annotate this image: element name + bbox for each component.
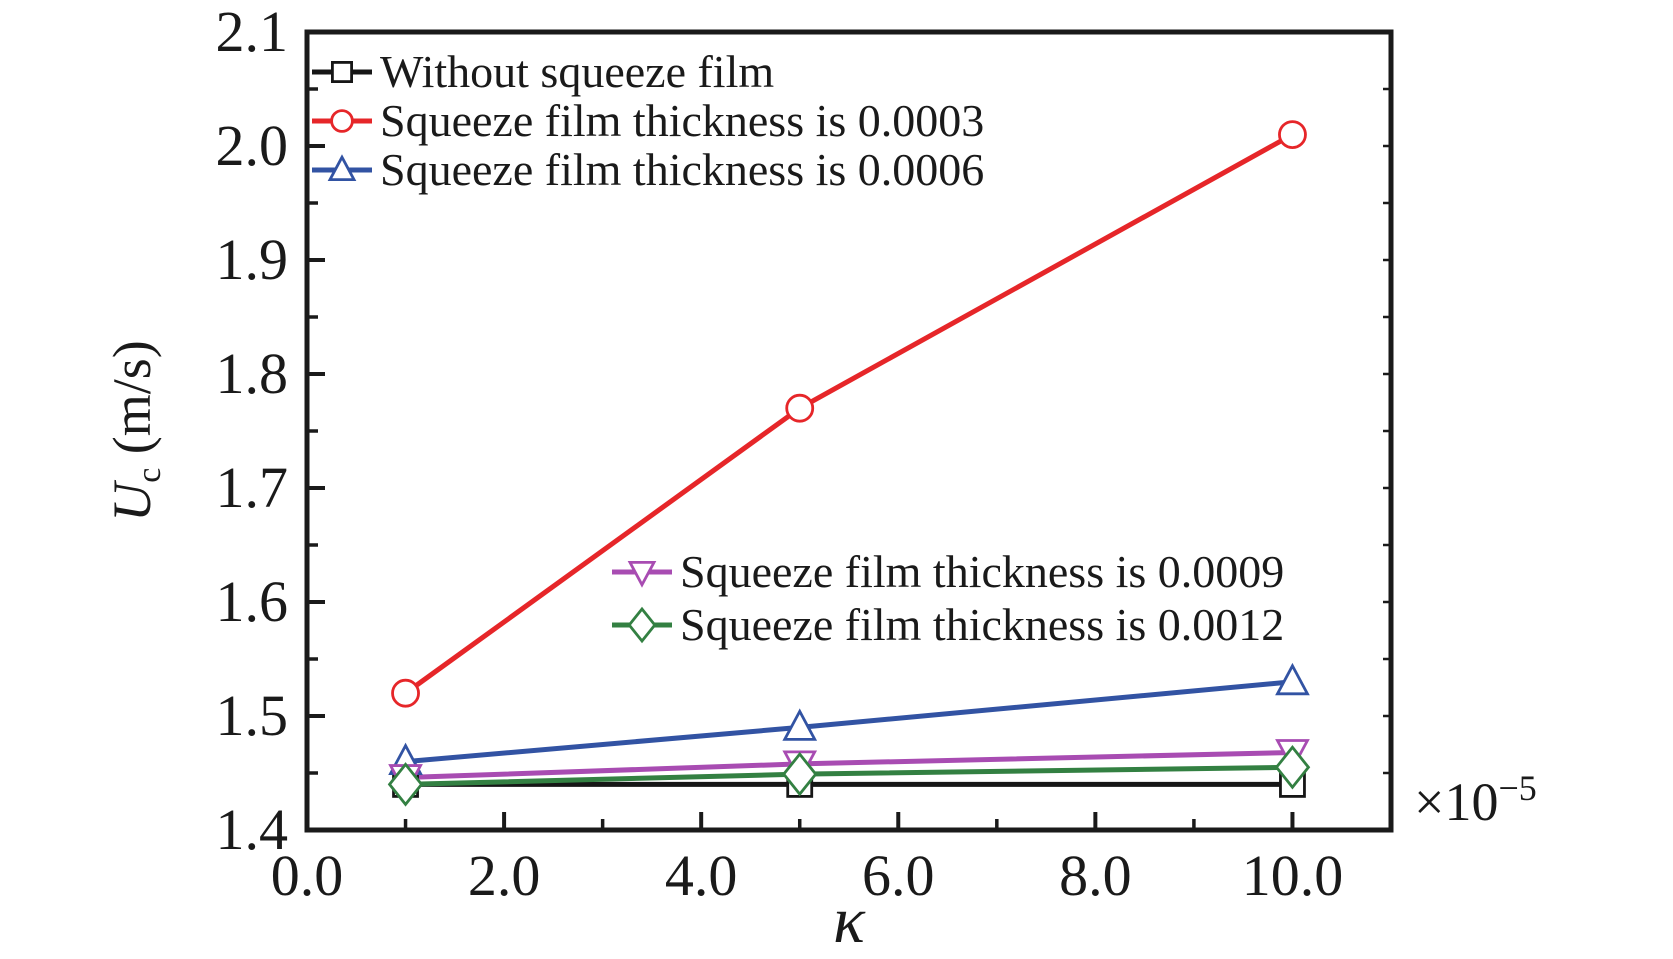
legend-triangle-up-marker-icon [327,154,357,182]
legend-item: Squeeze film thickness is 0.0003 [312,95,984,146]
x-axis-multiplier: ×10−5 [1414,768,1537,832]
series-line-4 [405,764,1293,787]
legend-item: Squeeze film thickness is 0.0009 [612,546,1284,597]
legend-item: Squeeze film thickness is 0.0012 [612,599,1284,650]
plot-area-border [304,29,1394,833]
x-axis-tick-label: 2.0 [468,843,541,908]
data-point-marker-s2-p1 [782,708,818,741]
legend-item-label: Without squeeze film [380,46,774,97]
data-point-marker-s4-p2 [1274,745,1311,790]
series-line-2 [405,679,1293,765]
x-axis-tick-label: 8.0 [1059,843,1132,908]
y-axis-tick-label: 1.5 [216,683,289,748]
data-point-marker-s1-p2 [1278,120,1307,150]
data-point-marker-s1-p1 [785,393,815,423]
legend-block-2: Squeeze film thickness is 0.0009Squeeze … [612,546,1284,650]
x-axis-tick-label: 0.0 [271,843,344,908]
y-axis-tick-label: 1.7 [216,455,289,520]
legend-item: Squeeze film thickness is 0.0006 [312,144,984,195]
legend-diamond-marker-icon [627,606,657,644]
y-axis-tick-label: 2.0 [216,113,289,178]
y-axis-title: Uc (m/s) [102,340,168,522]
legend-item-label: Squeeze film thickness is 0.0003 [380,95,984,146]
legend-item-label: Squeeze film thickness is 0.0012 [680,599,1284,650]
y-axis-tick-label: 1.9 [216,227,289,292]
y-axis-tick-label: 2.1 [216,0,289,64]
data-point-marker-s2-p2 [1275,662,1310,696]
data-point-marker-s1-p0 [391,678,420,708]
y-axis-tick-label: 1.6 [216,569,289,634]
data-point-marker-s4-p0 [387,762,424,807]
y-axis-tick-label: 1.4 [216,797,289,862]
legend-circle-marker-icon [330,109,354,133]
x-axis-tick-label: 4.0 [665,843,738,908]
y-axis-tick-label: 1.8 [216,341,289,406]
data-point-marker-s4-p1 [781,751,818,797]
legend-square-marker-icon [330,61,353,84]
legend-item: Without squeeze film [312,46,774,97]
legend-item-label: Squeeze film thickness is 0.0006 [380,144,984,195]
legend-item-label: Squeeze film thickness is 0.0009 [680,546,1284,597]
legend-triangle-down-marker-icon [627,561,657,588]
x-axis-tick-label: 10.0 [1242,843,1344,908]
x-axis-tick-label: 6.0 [862,843,935,908]
x-axis-title: κ [833,884,866,957]
